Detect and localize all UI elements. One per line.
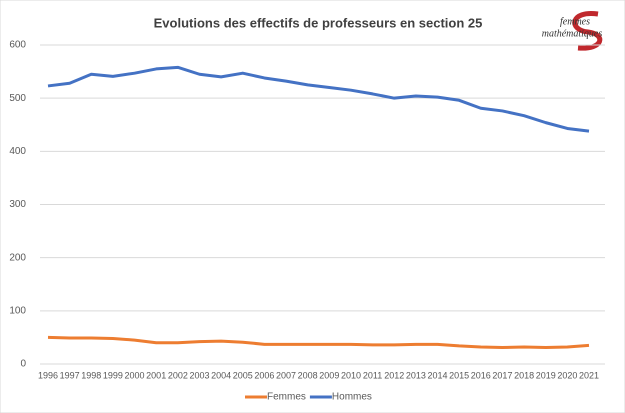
x-tick-label: 1997 [60,370,80,380]
legend-label: Hommes [332,392,372,403]
x-tick-label: 2010 [341,370,361,380]
x-tick-label: 2001 [146,370,166,380]
x-tick-label: 2011 [363,370,382,380]
series-line [47,65,590,133]
x-tick-label: 2008 [298,370,318,380]
x-tick-label: 2021 [579,370,599,380]
logo-text: mathématiques [542,28,603,39]
x-tick-label: 2017 [492,370,512,380]
x-tick-label: 2014 [428,370,448,380]
x-tick-label: 2007 [276,370,296,380]
y-tick-label: 300 [9,199,26,210]
x-tick-label: 2013 [406,370,426,380]
x-tick-label: 2005 [233,370,253,380]
logo-text: femmes [560,16,590,27]
chart-title: Evolutions des effectifs de professeurs … [154,15,483,30]
legend-label: Femmes [267,392,306,403]
x-tick-label: 1996 [38,370,58,380]
y-tick-label: 0 [20,359,26,370]
y-tick-label: 600 [9,40,26,51]
x-tick-label: 1998 [81,370,101,380]
y-tick-label: 100 [9,305,26,316]
x-tick-label: 2009 [319,370,339,380]
y-tick-label: 500 [9,93,26,104]
x-tick-label: 2020 [557,370,577,380]
x-tick-label: 2018 [514,370,534,380]
x-tick-label: 2019 [536,370,556,380]
series-line [47,335,590,350]
x-tick-label: 2003 [189,370,209,380]
x-tick-label: 2006 [254,370,274,380]
x-tick-label: 2002 [168,370,188,380]
x-tick-label: 2015 [449,370,469,380]
x-tick-label: 2012 [384,370,404,380]
y-tick-label: 200 [9,252,26,263]
x-tick-label: 2016 [471,370,491,380]
x-tick-label: 2004 [211,370,231,380]
x-tick-label: 1999 [103,370,123,380]
y-tick-label: 400 [9,146,26,157]
x-tick-label: 2000 [125,370,145,380]
